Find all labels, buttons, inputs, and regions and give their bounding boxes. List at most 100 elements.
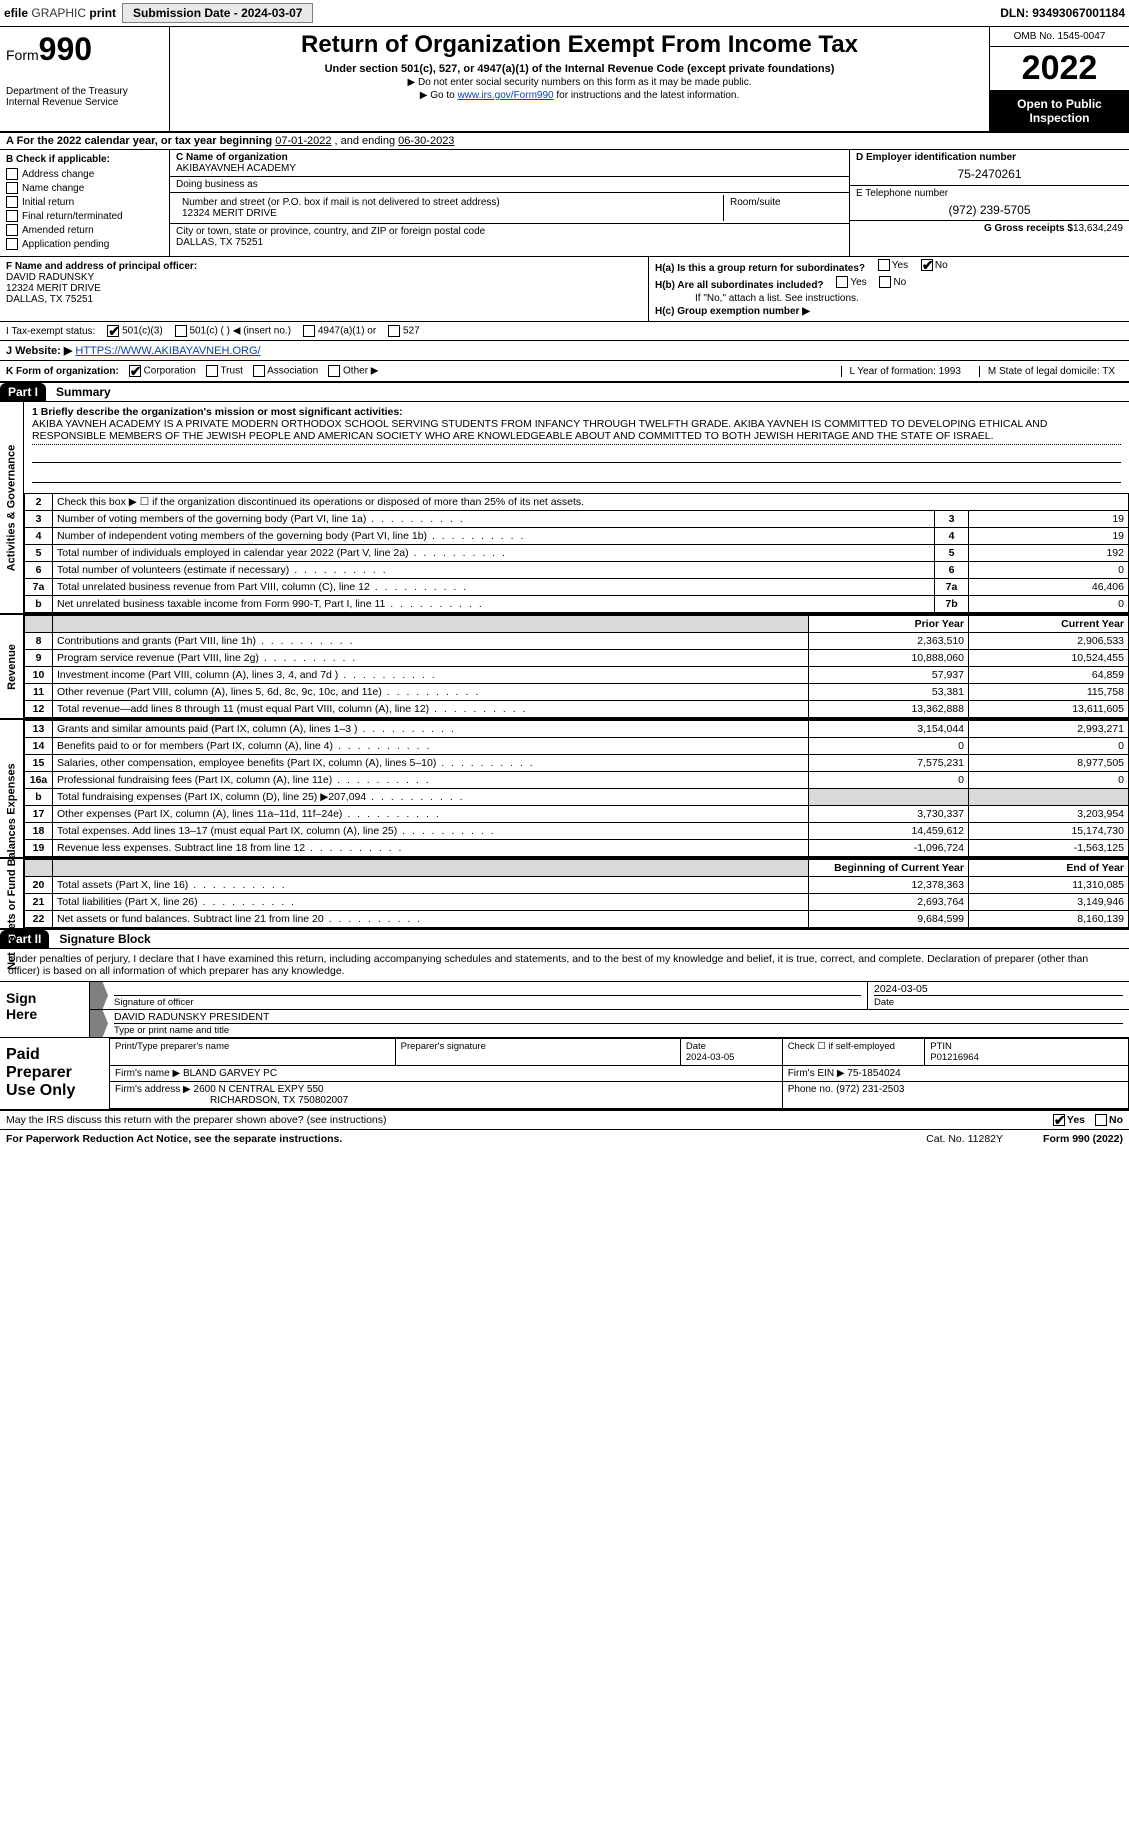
- cell-prior: 0: [809, 772, 969, 789]
- table-row: 19Revenue less expenses. Subtract line 1…: [25, 840, 1129, 857]
- paid-row-1: Print/Type preparer's name Preparer's si…: [110, 1039, 1129, 1066]
- row-num: 5: [25, 545, 53, 562]
- row-num: 13: [25, 721, 53, 738]
- submission-date-button[interactable]: Submission Date - 2024-03-07: [122, 3, 313, 23]
- table-row: 3Number of voting members of the governi…: [25, 511, 1129, 528]
- ha-no[interactable]: No: [921, 259, 948, 271]
- chk-527[interactable]: 527: [388, 325, 419, 337]
- tel-cell: E Telephone number (972) 239-5705: [850, 186, 1129, 222]
- block-bcd: B Check if applicable: Address change Na…: [0, 150, 1129, 257]
- row-value: 0: [969, 596, 1129, 613]
- row-box: 7b: [935, 596, 969, 613]
- cell-current: 0: [969, 738, 1129, 755]
- cell-current: 3,149,946: [969, 894, 1129, 911]
- row-text: Salaries, other compensation, employee b…: [53, 755, 809, 772]
- row-text: Total number of volunteers (estimate if …: [53, 562, 935, 579]
- col-c-org-info: C Name of organization AKIBAYAVNEH ACADE…: [170, 150, 849, 256]
- cell-prior: 3,154,044: [809, 721, 969, 738]
- omb-number: OMB No. 1545-0047: [990, 27, 1129, 47]
- cell-prior: 0: [809, 738, 969, 755]
- header-right: OMB No. 1545-0047 2022 Open to Public In…: [989, 27, 1129, 131]
- principal-officer: F Name and address of principal officer:…: [0, 257, 649, 321]
- pra-notice: For Paperwork Reduction Act Notice, see …: [6, 1133, 342, 1145]
- revenue-table: Prior YearCurrent Year8Contributions and…: [24, 615, 1129, 718]
- may-discuss-row: May the IRS discuss this return with the…: [0, 1111, 1129, 1130]
- row-box: 5: [935, 545, 969, 562]
- side-net: Net Assets or Fund Balances: [0, 859, 24, 928]
- row-box: 4: [935, 528, 969, 545]
- blank-line-1: [32, 449, 1121, 463]
- efile-label: efile GRAPHIC print: [4, 6, 116, 20]
- cat-number: Cat. No. 11282Y: [926, 1133, 1003, 1145]
- form-header: Form990 Department of the Treasury Inter…: [0, 27, 1129, 133]
- officer-name: DAVID RADUNSKY: [6, 272, 94, 283]
- row-text: Other revenue (Part VIII, column (A), li…: [53, 684, 809, 701]
- sig-officer-cell: Signature of officer: [108, 982, 868, 1009]
- state-domicile: M State of legal domicile: TX: [979, 366, 1123, 377]
- net-table: Beginning of Current YearEnd of Year20To…: [24, 859, 1129, 928]
- may-yes[interactable]: Yes: [1053, 1114, 1085, 1126]
- cell-current: [969, 789, 1129, 806]
- chk-501c3[interactable]: 501(c)(3): [107, 325, 162, 337]
- chk-trust[interactable]: Trust: [206, 365, 243, 377]
- chk-initial-return[interactable]: Initial return: [6, 196, 163, 208]
- chk-other[interactable]: Other ▶: [328, 365, 378, 377]
- chk-4947[interactable]: 4947(a)(1) or: [303, 325, 376, 337]
- chk-address-change[interactable]: Address change: [6, 168, 163, 180]
- chk-association[interactable]: Association: [253, 365, 318, 377]
- hb-no[interactable]: No: [879, 276, 906, 288]
- cell-prior: 3,730,337: [809, 806, 969, 823]
- row-box: 7a: [935, 579, 969, 596]
- ha-yes[interactable]: Yes: [878, 259, 908, 271]
- preparer-date-cell: Date2024-03-05: [680, 1039, 782, 1066]
- cell-prior: 2,693,764: [809, 894, 969, 911]
- preparer-date: 2024-03-05: [686, 1052, 735, 1063]
- chk-501c-other[interactable]: 501(c) ( ) ◀ (insert no.): [175, 325, 291, 337]
- room-suite: Room/suite: [723, 195, 843, 221]
- col-d-ein-tel: D Employer identification number 75-2470…: [849, 150, 1129, 256]
- blank-line-2: [32, 469, 1121, 483]
- firm-addr1: 2600 N CENTRAL EXPY 550: [194, 1084, 324, 1095]
- preparer-name-hdr: Print/Type preparer's name: [110, 1039, 395, 1066]
- chk-corporation[interactable]: Corporation: [129, 365, 196, 377]
- row-value: 19: [969, 528, 1129, 545]
- row-box: 3: [935, 511, 969, 528]
- sig-name-cell: DAVID RADUNSKY PRESIDENT Type or print n…: [108, 1010, 1129, 1037]
- chk-final-return[interactable]: Final return/terminated: [6, 210, 163, 222]
- row-text: Net assets or fund balances. Subtract li…: [53, 911, 809, 928]
- irs-link[interactable]: www.irs.gov/Form990: [457, 90, 553, 101]
- sign-here-label: SignHere: [0, 982, 90, 1037]
- row-i-tax-status: I Tax-exempt status: 501(c)(3) 501(c) ( …: [0, 322, 1129, 341]
- website-link[interactable]: HTTPS://WWW.AKIBAYAVNEH.ORG/: [75, 345, 260, 357]
- row-num: 21: [25, 894, 53, 911]
- row-num: 19: [25, 840, 53, 857]
- row-num: 18: [25, 823, 53, 840]
- row-num: 2: [25, 494, 53, 511]
- self-employed-cell[interactable]: Check ☐ if self-employed: [782, 1039, 925, 1066]
- chk-application-pending[interactable]: Application pending: [6, 238, 163, 250]
- city-value: DALLAS, TX 75251: [176, 237, 843, 248]
- firm-name-cell: Firm's name ▶ BLAND GARVEY PC: [110, 1066, 782, 1082]
- topbar: efile GRAPHIC print Submission Date - 20…: [0, 0, 1129, 27]
- sig-date: 2024-03-05: [874, 983, 1123, 995]
- link-note: ▶ Go to www.irs.gov/Form990 for instruct…: [176, 90, 983, 101]
- row-num: 15: [25, 755, 53, 772]
- row-num: 16a: [25, 772, 53, 789]
- section-governance: Activities & Governance 1 Briefly descri…: [0, 402, 1129, 615]
- col-b-checkboxes: B Check if applicable: Address change Na…: [0, 150, 170, 256]
- row-text: Number of independent voting members of …: [53, 528, 935, 545]
- hb-yes[interactable]: Yes: [836, 276, 866, 288]
- cell-prior: 2,363,510: [809, 633, 969, 650]
- table-row: 10Investment income (Part VIII, column (…: [25, 667, 1129, 684]
- row-num: 20: [25, 877, 53, 894]
- chk-name-change[interactable]: Name change: [6, 182, 163, 194]
- chk-amended-return[interactable]: Amended return: [6, 224, 163, 236]
- table-row: 2Check this box ▶ ☐ if the organization …: [25, 494, 1129, 511]
- cell-prior: 53,381: [809, 684, 969, 701]
- may-no[interactable]: No: [1095, 1114, 1123, 1126]
- row-num: 10: [25, 667, 53, 684]
- paid-row-2: Firm's name ▶ BLAND GARVEY PC Firm's EIN…: [110, 1066, 1129, 1082]
- cell-current: 64,859: [969, 667, 1129, 684]
- row-num: 12: [25, 701, 53, 718]
- table-row: 15Salaries, other compensation, employee…: [25, 755, 1129, 772]
